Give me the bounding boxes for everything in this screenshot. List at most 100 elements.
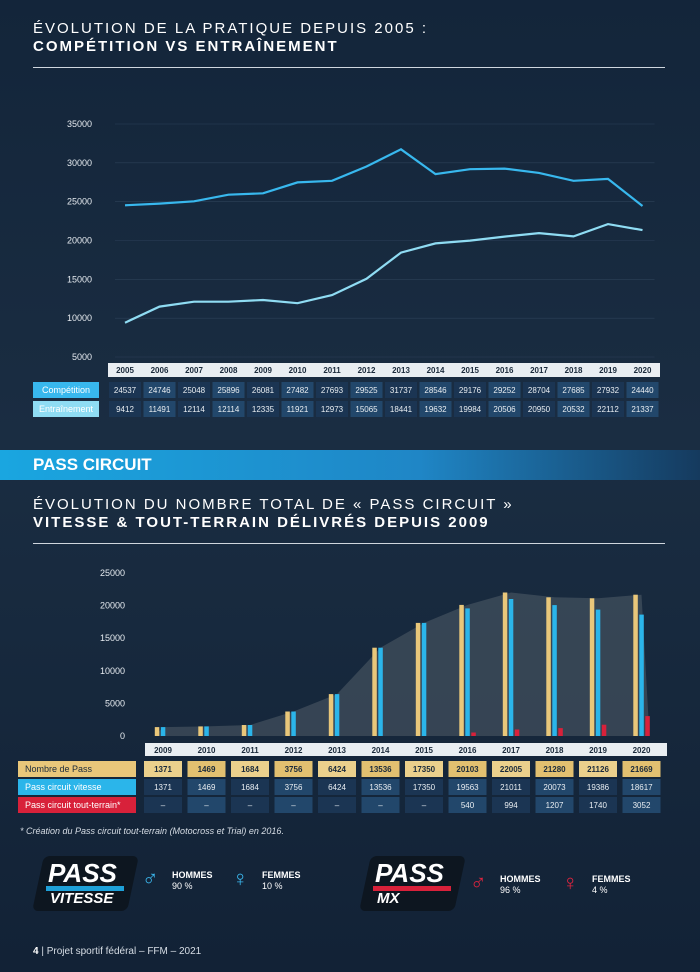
bar — [328, 694, 334, 736]
y-tick-label: 20000 — [67, 236, 92, 246]
table-cell — [523, 382, 555, 398]
data-label: 27932 — [597, 386, 620, 395]
bar — [465, 608, 470, 736]
table-cell — [281, 382, 314, 398]
data-label: 19386 — [587, 783, 610, 792]
gender-women: ♀ FEMMES 10 % — [232, 868, 302, 898]
male-icon: ♂ — [470, 870, 487, 895]
data-label: 24746 — [148, 386, 171, 395]
data-label: 25048 — [183, 386, 206, 395]
gender-value: 96 % — [500, 885, 521, 895]
table-cell — [448, 779, 487, 795]
section2-title: ÉVOLUTION DU NOMBRE TOTAL DE « PASS CIRC… — [33, 496, 514, 513]
bar — [633, 594, 638, 736]
table-cell — [178, 382, 210, 398]
x-tick-label: 2011 — [241, 746, 259, 755]
data-label: 19632 — [424, 405, 447, 414]
data-label: 20532 — [562, 405, 585, 414]
table-cell — [361, 779, 400, 795]
x-tick-label: 2011 — [323, 366, 341, 375]
x-tick-label: 2013 — [392, 366, 410, 375]
gender-women: ♀ FEMMES 4 % — [562, 872, 632, 902]
x-tick-label: 2015 — [415, 746, 433, 755]
data-label: 1740 — [589, 801, 607, 810]
table-cell — [143, 401, 176, 417]
bar — [471, 732, 476, 736]
pass-mx-logo: PASS MX — [359, 856, 466, 911]
legend-label: Entraînement — [39, 404, 94, 414]
table-cell — [231, 797, 269, 813]
data-label: 994 — [504, 801, 518, 810]
section2-subtitle: VITESSE & TOUT-TERRAIN DÉLIVRÉS DEPUIS 2… — [33, 514, 490, 531]
bar — [378, 647, 383, 736]
data-label: 12335 — [252, 405, 275, 414]
table-cell — [385, 401, 417, 417]
table-cell — [361, 797, 400, 813]
data-label: 27482 — [286, 386, 309, 395]
legend-swatch — [18, 797, 136, 813]
data-label: – — [335, 801, 340, 810]
legend-label: Nombre de Pass — [25, 764, 93, 774]
bar — [241, 725, 247, 736]
footer-text: Projet sportif fédéral – FFM – 2021 — [46, 946, 202, 957]
y-tick-label: 10000 — [67, 313, 92, 323]
line-chart: 5000 10000 15000 20000 25000 30000 35000 2005 20… — [33, 119, 660, 417]
x-tick-label: 2018 — [546, 746, 564, 755]
total-area — [155, 592, 650, 736]
data-label: 1371 — [154, 783, 172, 792]
bar — [502, 592, 508, 736]
data-label: 24537 — [114, 386, 137, 395]
x-tick-label: 2020 — [633, 746, 651, 755]
table-cell — [492, 779, 530, 795]
table-cell — [318, 779, 356, 795]
bar-chart: 0 5000 10000 15000 20000 25000 2009 2010 2011 201… — [18, 568, 667, 813]
legend-label: Pass circuit vitesse — [25, 782, 102, 792]
data-label: 21011 — [500, 783, 522, 792]
y-tick-label: 5000 — [105, 698, 125, 708]
section1-title: ÉVOLUTION DE LA PRATIQUE DEPUIS 2005 : — [33, 20, 428, 37]
data-label: 1207 — [546, 801, 564, 810]
table-cell — [405, 761, 443, 777]
data-label: 21669 — [630, 765, 653, 774]
table-cell — [231, 779, 269, 795]
divider — [33, 67, 665, 68]
data-label: 19563 — [456, 783, 479, 792]
table-cell — [318, 797, 356, 813]
y-tick-label: 15000 — [67, 274, 92, 284]
bar — [372, 647, 377, 736]
table-cell — [626, 401, 659, 417]
gender-value: 4 % — [592, 885, 608, 895]
bar — [552, 605, 557, 736]
y-tick-label: 30000 — [67, 158, 92, 168]
y-tick-label: 20000 — [100, 601, 125, 611]
gender-men: ♂ HOMMES 96 % — [470, 870, 541, 902]
x-tick-label: 2010 — [289, 366, 307, 375]
data-label: 26081 — [252, 386, 275, 395]
x-tick-label: 2012 — [358, 366, 376, 375]
table-cell — [187, 779, 226, 795]
table-cell — [350, 382, 383, 398]
data-label: 20506 — [493, 405, 516, 414]
y-tick-label: 15000 — [100, 633, 125, 643]
data-label: 540 — [461, 801, 475, 810]
table-cell — [592, 382, 624, 398]
logo-title: PASS — [48, 858, 117, 888]
bar — [558, 728, 563, 736]
pass-vitesse-logo: PASS VITESSE — [32, 856, 139, 911]
data-label: 22005 — [500, 765, 523, 774]
table-cell — [144, 797, 182, 813]
logo-subtitle: MX — [377, 890, 400, 907]
bar — [160, 727, 166, 736]
table-cell — [492, 761, 530, 777]
y-tick-label: 25000 — [67, 197, 92, 207]
data-label: 29252 — [493, 386, 516, 395]
data-label: 13536 — [369, 783, 392, 792]
table-cell — [247, 401, 279, 417]
bar — [198, 726, 203, 736]
logo-subtitle: VITESSE — [50, 890, 114, 907]
x-tick-label: 2009 — [154, 746, 172, 755]
male-icon: ♂ — [142, 866, 159, 891]
band-label: PASS CIRCUIT — [33, 455, 152, 474]
y-tick-label: 35000 — [67, 119, 92, 129]
